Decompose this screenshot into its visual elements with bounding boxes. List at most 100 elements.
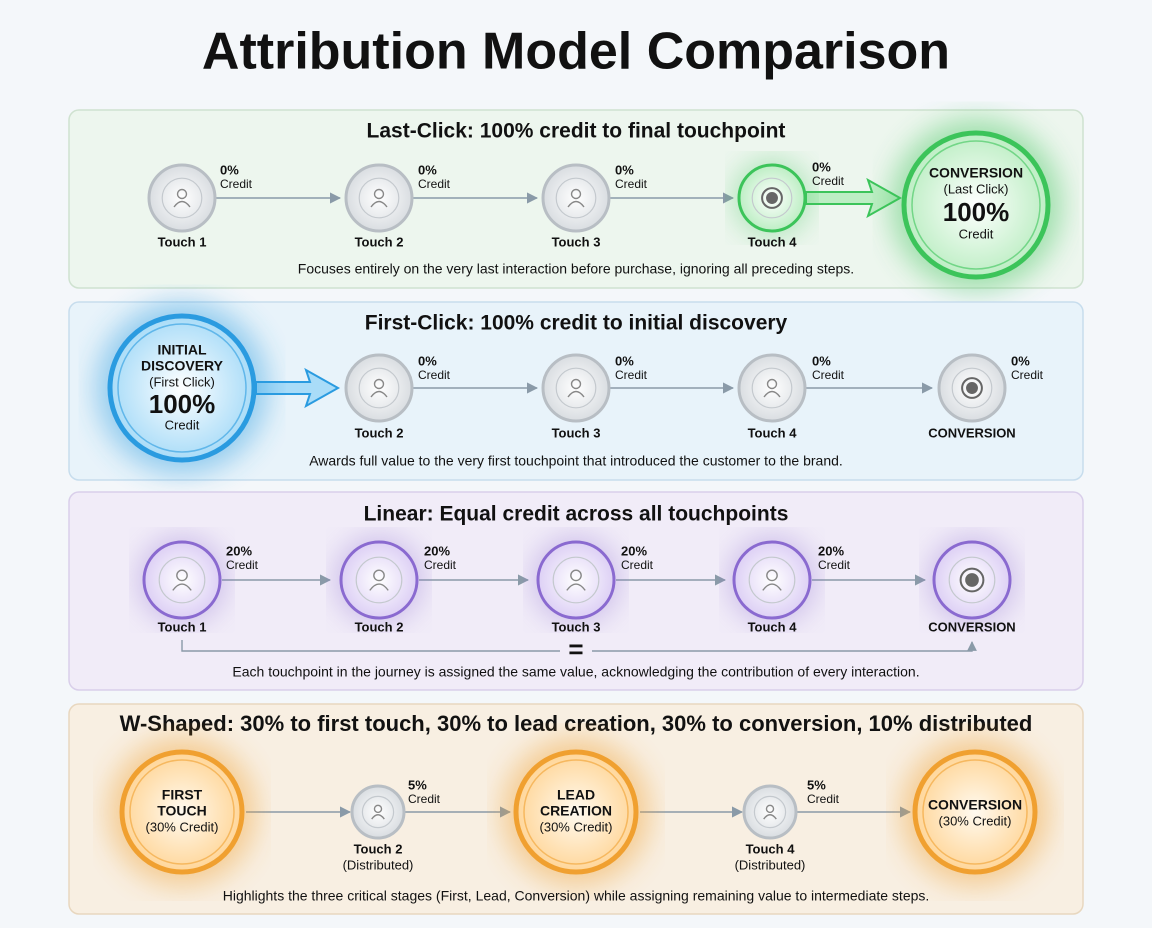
person-icon <box>763 814 777 820</box>
node <box>901 130 1051 280</box>
node-ring <box>922 759 1028 865</box>
node-label: CONVERSION <box>928 425 1015 440</box>
node-label: Touch 4 <box>746 841 796 856</box>
credit-word: Credit <box>408 792 441 806</box>
node-inner <box>751 177 793 219</box>
node-label: CONVERSION <box>928 619 1015 634</box>
node-text: LEAD <box>557 787 595 803</box>
person-icon <box>762 583 782 591</box>
credit-word: Credit <box>818 558 851 572</box>
node-text: FIRST <box>162 787 203 803</box>
credit-pct: 0% <box>418 162 437 177</box>
credit-pct: 0% <box>812 353 831 368</box>
credit-word: Credit <box>812 174 845 188</box>
node-inner <box>748 556 796 604</box>
person-icon <box>370 200 388 208</box>
node-text: TOUCH <box>157 803 207 819</box>
node-label: Touch 3 <box>552 234 601 249</box>
node-text: CREATION <box>540 803 612 819</box>
person-icon <box>172 583 192 591</box>
node-ring <box>117 323 247 453</box>
thick-arrow <box>805 177 903 219</box>
panel-heading: W-Shaped: 30% to first touch, 30% to lea… <box>120 711 1033 736</box>
node-label: Touch 3 <box>552 425 601 440</box>
person-icon <box>176 188 188 200</box>
dot-icon <box>959 567 985 593</box>
panel-caption: Highlights the three critical stages (Fi… <box>223 888 930 904</box>
person-icon <box>371 814 385 820</box>
credit-pct: 0% <box>418 353 437 368</box>
person-icon <box>765 804 775 814</box>
node-label: Touch 2 <box>355 619 404 634</box>
person-icon <box>369 583 389 591</box>
panel-caption: Each touchpoint in the journey is assign… <box>232 664 919 680</box>
node-inner <box>948 556 996 604</box>
node-text: DISCOVERY <box>141 358 224 374</box>
node-label: Touch 2 <box>355 234 404 249</box>
node-text: (30% Credit) <box>146 819 219 834</box>
node-text: CONVERSION <box>929 165 1023 181</box>
node-inner <box>161 177 203 219</box>
node-text: INITIAL <box>158 342 207 358</box>
node-label: Touch 1 <box>158 619 207 634</box>
dot-icon <box>961 377 983 399</box>
credit-pct: 0% <box>1011 353 1030 368</box>
node-inner <box>753 795 787 829</box>
panel-heading: Linear: Equal credit across all touchpoi… <box>364 503 789 526</box>
credit-word: Credit <box>418 368 451 382</box>
node-label: (Distributed) <box>735 857 806 872</box>
node-text: Credit <box>165 417 200 432</box>
person-icon <box>763 390 781 398</box>
node-text: Credit <box>959 226 994 241</box>
node <box>119 749 245 875</box>
node-text: 100% <box>943 197 1010 227</box>
credit-word: Credit <box>418 177 451 191</box>
person-icon <box>570 378 582 390</box>
node-ring <box>129 759 235 865</box>
dot-icon <box>761 187 783 209</box>
person-icon <box>566 583 586 591</box>
node-inner <box>361 795 395 829</box>
credit-pct: 20% <box>226 543 252 558</box>
credit-pct: 0% <box>812 159 831 174</box>
credit-word: Credit <box>424 558 457 572</box>
panel-caption: Awards full value to the very first touc… <box>309 453 843 469</box>
dot-icon <box>965 573 979 587</box>
credit-pct: 5% <box>408 777 427 792</box>
person-icon <box>370 390 388 398</box>
credit-pct: 20% <box>621 543 647 558</box>
node-label: Touch 4 <box>748 619 798 634</box>
panel-caption: Focuses entirely on the very last intera… <box>298 261 854 277</box>
node-inner <box>358 367 400 409</box>
credit-pct: 0% <box>220 162 239 177</box>
credit-word: Credit <box>220 177 253 191</box>
credit-word: Credit <box>226 558 259 572</box>
node-inner <box>555 367 597 409</box>
dot-icon <box>766 192 778 204</box>
credit-pct: 5% <box>807 777 826 792</box>
person-icon <box>766 569 778 582</box>
credit-word: Credit <box>1011 368 1044 382</box>
node-label: Touch 3 <box>552 619 601 634</box>
node <box>513 749 639 875</box>
panel-heading: Last-Click: 100% credit to final touchpo… <box>367 120 786 143</box>
node <box>107 313 257 463</box>
node-ring <box>523 759 629 865</box>
node-label: Touch 2 <box>355 425 404 440</box>
credit-word: Credit <box>615 177 648 191</box>
node-text: (Last Click) <box>943 181 1008 196</box>
node <box>912 749 1038 875</box>
node-inner <box>355 556 403 604</box>
node-text: (30% Credit) <box>939 813 1012 828</box>
node-label: Touch 2 <box>354 841 403 856</box>
panel-heading: First-Click: 100% credit to initial disc… <box>365 312 788 335</box>
title: Attribution Model Comparison <box>202 23 950 81</box>
node-inner <box>158 556 206 604</box>
node-label: Touch 1 <box>158 234 207 249</box>
person-icon <box>173 200 191 208</box>
node-inner <box>552 556 600 604</box>
person-icon <box>176 569 188 582</box>
person-icon <box>570 569 582 582</box>
